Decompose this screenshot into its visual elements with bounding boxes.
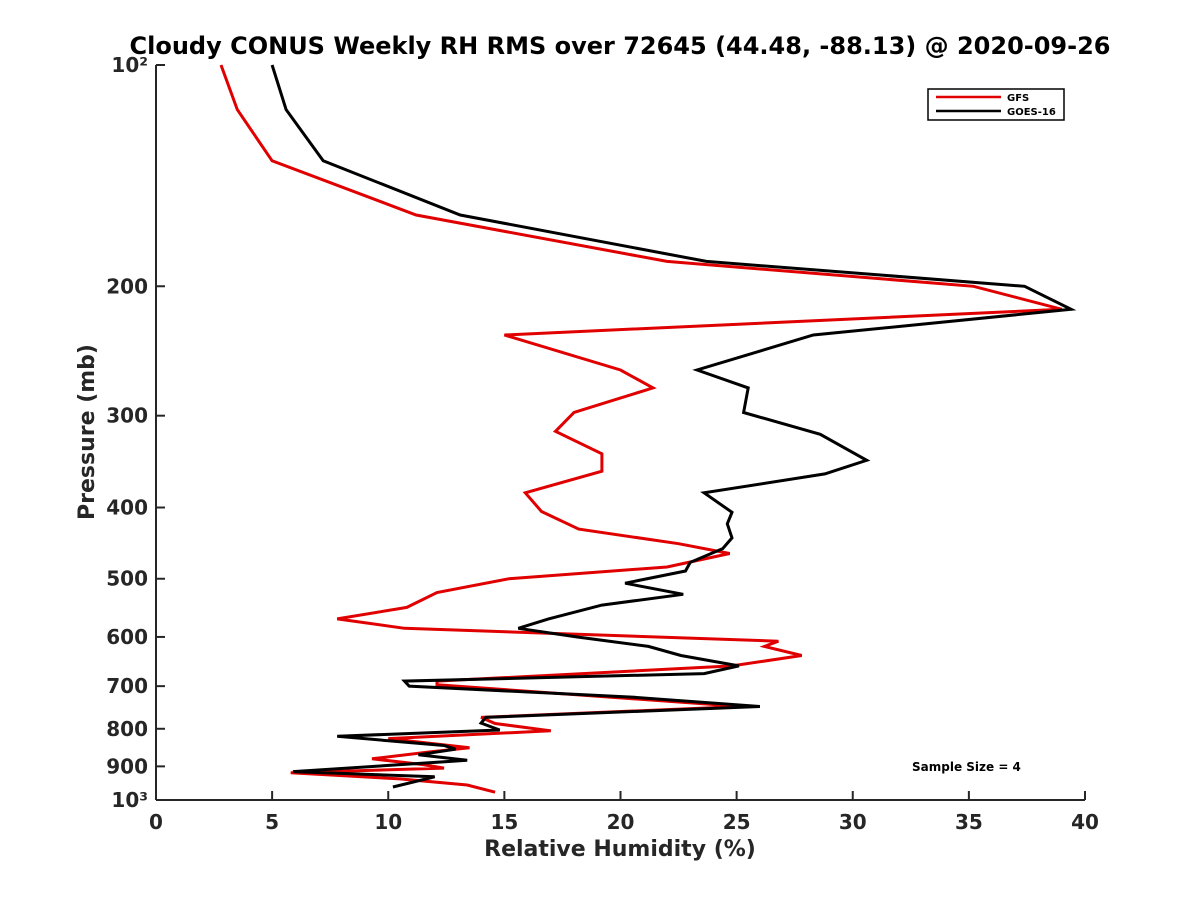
x-tick-label: 5: [265, 810, 279, 834]
x-tick-label: 35: [955, 810, 983, 834]
legend: GFS GOES-16: [927, 88, 1065, 121]
y-tick-label: 600: [106, 625, 148, 649]
x-ticks: 0 5 10 15 20 25 30 35 40: [149, 791, 1099, 834]
legend-box: [927, 88, 1065, 121]
x-tick-label: 40: [1071, 810, 1099, 834]
x-tick-label: 0: [149, 810, 163, 834]
x-tick-label: 30: [839, 810, 867, 834]
y-tick-label: 800: [106, 717, 148, 741]
x-tick-label: 15: [490, 810, 518, 834]
y-ticks: 10² 200 300 400 500 600 700 800 900 10³: [106, 53, 165, 812]
y-axis-label: Pressure (mb): [75, 344, 100, 520]
legend-label-gfs: GFS: [1007, 93, 1029, 104]
y-tick-label: 500: [106, 567, 148, 591]
plot-area: 0 5 10 15 20 25 30 35 40 10² 200 300 400 500 600 700 80…: [106, 53, 1099, 834]
x-tick-label: 20: [607, 810, 635, 834]
y-tick-label: 10²: [111, 53, 148, 77]
y-tick-label: 400: [106, 496, 148, 520]
legend-label-goes-16: GOES-16: [1007, 107, 1056, 118]
series-lines: [219, 64, 1077, 794]
y-tick-label: 700: [106, 674, 148, 698]
sample-size-annotation: Sample Size = 4: [912, 760, 1021, 774]
x-tick-label: 10: [374, 810, 402, 834]
y-tick-label: 900: [106, 754, 148, 778]
y-tick-label: 10³: [111, 788, 148, 812]
x-tick-label: 25: [723, 810, 751, 834]
x-axis-label: Relative Humidity (%): [484, 837, 756, 862]
y-tick-label: 200: [106, 274, 148, 298]
y-tick-label: 300: [106, 404, 148, 428]
chart-title: Cloudy CONUS Weekly RH RMS over 72645 (4…: [130, 32, 1111, 60]
series-line-goes-16: [270, 64, 1077, 789]
